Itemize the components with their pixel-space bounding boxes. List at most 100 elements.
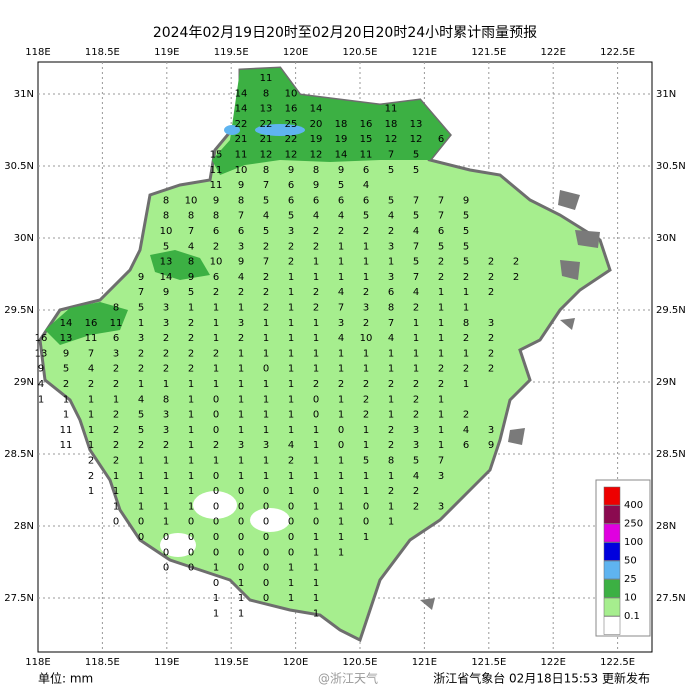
rain-value: 0 — [288, 547, 294, 558]
rain-value: 14 — [160, 272, 173, 283]
rain-value: 1 — [363, 532, 369, 543]
rain-value: 1 — [213, 593, 219, 604]
rain-value: 2 — [488, 272, 494, 283]
rain-value: 6 — [213, 226, 219, 237]
rain-value: 5 — [163, 241, 169, 252]
rain-value: 12 — [410, 134, 423, 145]
rain-value: 1 — [463, 348, 469, 359]
rain-value: 10 — [210, 257, 223, 268]
rain-value: 7 — [388, 318, 394, 329]
rain-value: 1 — [438, 440, 444, 451]
rain-value: 1 — [88, 425, 94, 436]
rain-value: 0 — [263, 593, 269, 604]
rain-value: 2 — [388, 440, 394, 451]
rain-value: 2 — [113, 364, 119, 375]
rain-value: 1 — [138, 318, 144, 329]
rain-value: 5 — [138, 425, 144, 436]
rain-value: 1 — [388, 501, 394, 512]
lon-label-bottom: 121E — [412, 657, 437, 668]
rain-value: 6 — [463, 440, 469, 451]
rain-value: 1 — [188, 379, 194, 390]
rain-value: 1 — [363, 440, 369, 451]
rain-value: 6 — [388, 287, 394, 298]
lon-label-bottom: 122E — [540, 657, 565, 668]
lat-label-left: 27.5N — [4, 593, 34, 604]
lon-label-bottom: 119E — [154, 657, 179, 668]
rain-value: 3 — [163, 303, 169, 314]
rain-value: 0 — [188, 547, 194, 558]
rain-value: 2 — [88, 379, 94, 390]
province-area — [38, 66, 612, 643]
rain-value: 0 — [213, 547, 219, 558]
rain-value: 12 — [310, 150, 323, 161]
rain-value: 5 — [438, 241, 444, 252]
rain-value: 15 — [360, 134, 373, 145]
rain-value: 2 — [138, 440, 144, 451]
rain-value: 7 — [438, 211, 444, 222]
rain-value: 0 — [263, 532, 269, 543]
rain-value: 21 — [260, 134, 273, 145]
rain-value: 11 — [110, 318, 123, 329]
legend: 400 250 100 50 25 10 0.1 — [595, 479, 651, 637]
rain-value: 1 — [313, 257, 319, 268]
rain-value: 1 — [288, 348, 294, 359]
rain-value: 5 — [63, 364, 69, 375]
rain-zone-10 — [150, 250, 210, 280]
rain-value: 8 — [238, 195, 244, 206]
rain-value: 13 — [35, 348, 48, 359]
rain-value: 1 — [288, 379, 294, 390]
rain-value: 2 — [263, 287, 269, 298]
rain-value: 3 — [288, 226, 294, 237]
rain-value: 16 — [360, 119, 373, 130]
rain-value: 2 — [413, 303, 419, 314]
rain-value: 5 — [463, 241, 469, 252]
rain-value: 22 — [285, 134, 298, 145]
rain-value: 5 — [138, 410, 144, 421]
rain-value: 13 — [410, 119, 423, 130]
rain-value: 0 — [313, 486, 319, 497]
rain-value: 9 — [338, 165, 344, 176]
lon-label-top: 119.5E — [214, 47, 249, 58]
rain-value: 25 — [285, 119, 298, 130]
rain-value: 2 — [463, 410, 469, 421]
rain-value: 6 — [363, 195, 369, 206]
lon-label-bottom: 118E — [25, 657, 50, 668]
rain-value: 1 — [163, 456, 169, 467]
rain-value: 1 — [238, 394, 244, 405]
rain-value: 2 — [413, 394, 419, 405]
rain-value: 0 — [188, 532, 194, 543]
rain-value: 6 — [288, 180, 294, 191]
rain-zone-25 — [224, 125, 240, 135]
lon-label-top: 119E — [154, 47, 179, 58]
rain-value: 2 — [463, 364, 469, 375]
lat-label-left: 30N — [14, 233, 34, 244]
rain-value: 1 — [313, 333, 319, 344]
lat-label-right: 29N — [656, 377, 676, 388]
rain-value: 1 — [63, 410, 69, 421]
rain-value: 1 — [363, 272, 369, 283]
unit-label: 单位: mm — [38, 671, 93, 686]
lon-label-top: 121.5E — [471, 47, 506, 58]
rain-value: 3 — [413, 425, 419, 436]
rain-value: 2 — [263, 241, 269, 252]
rain-value: 0 — [363, 501, 369, 512]
rain-value: 14 — [235, 104, 248, 115]
rain-value: 1 — [438, 303, 444, 314]
rain-value: 5 — [338, 180, 344, 191]
islands — [420, 190, 600, 610]
rain-value: 5 — [288, 211, 294, 222]
lat-label-left: 28N — [14, 521, 34, 532]
rain-value: 5 — [463, 211, 469, 222]
rain-value: 11 — [85, 333, 98, 344]
rain-value: 0 — [263, 563, 269, 574]
rain-value: 0 — [288, 501, 294, 512]
rain-value: 1 — [213, 303, 219, 314]
rain-value: 0 — [263, 547, 269, 558]
rain-value: 1 — [263, 410, 269, 421]
rain-value: 7 — [438, 456, 444, 467]
rain-value: 7 — [238, 211, 244, 222]
rain-value: 2 — [288, 241, 294, 252]
rain-value: 2 — [438, 257, 444, 268]
legend-swatch — [603, 560, 621, 580]
